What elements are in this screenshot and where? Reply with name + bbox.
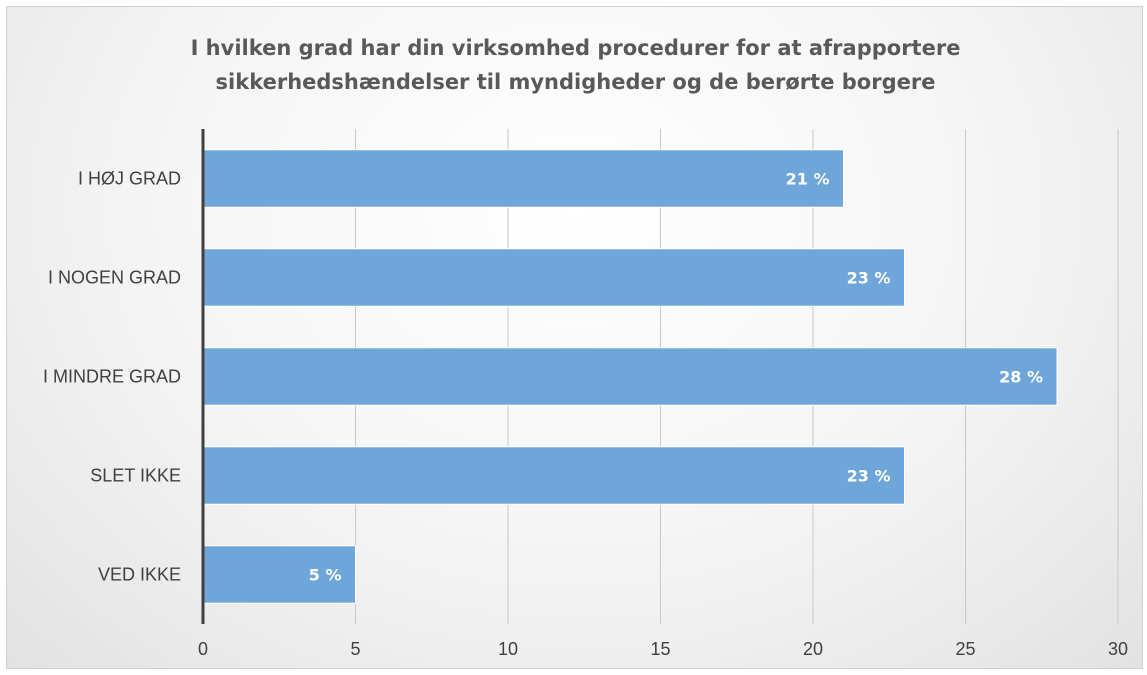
x-tick-label-25: 25 [955, 639, 975, 659]
chart-frame: I hvilken grad har din virksomhed proced… [6, 6, 1143, 669]
data-label-1: 23 % [847, 269, 891, 288]
bar-4 [202, 545, 356, 604]
chart-title-line-1: I hvilken grad har din virksomhed proced… [190, 36, 961, 60]
bar-2 [202, 347, 1058, 406]
bar-3 [202, 446, 905, 505]
data-label-3: 23 % [847, 467, 891, 486]
category-label-4: VED IKKE [98, 565, 181, 585]
x-tick-label-15: 15 [650, 639, 670, 659]
bar-0 [202, 149, 844, 208]
x-tick-label-0: 0 [198, 639, 208, 659]
bar-chart: I HØJ GRAD 21 % I NOGEN GRAD 23 % I MINDRE G… [43, 129, 1128, 659]
x-tick-label-20: 20 [803, 639, 823, 659]
chart-title: I hvilken grad har din virksomhed proced… [7, 31, 1142, 99]
bar-1 [202, 248, 905, 307]
x-tick-label-30: 30 [1108, 639, 1128, 659]
data-label-0: 21 % [786, 170, 830, 189]
data-label-4: 5 % [309, 566, 342, 585]
chart-title-line-2: sikkerhedshændelser til myndigheder og d… [215, 70, 936, 94]
category-label-0: I HØJ GRAD [78, 169, 181, 189]
category-label-1: I NOGEN GRAD [48, 268, 181, 288]
category-label-2: I MINDRE GRAD [43, 367, 181, 387]
x-tick-label-10: 10 [498, 639, 518, 659]
x-tick-label-5: 5 [350, 639, 360, 659]
category-label-3: SLET IKKE [90, 466, 181, 486]
data-label-2: 28 % [999, 368, 1043, 387]
